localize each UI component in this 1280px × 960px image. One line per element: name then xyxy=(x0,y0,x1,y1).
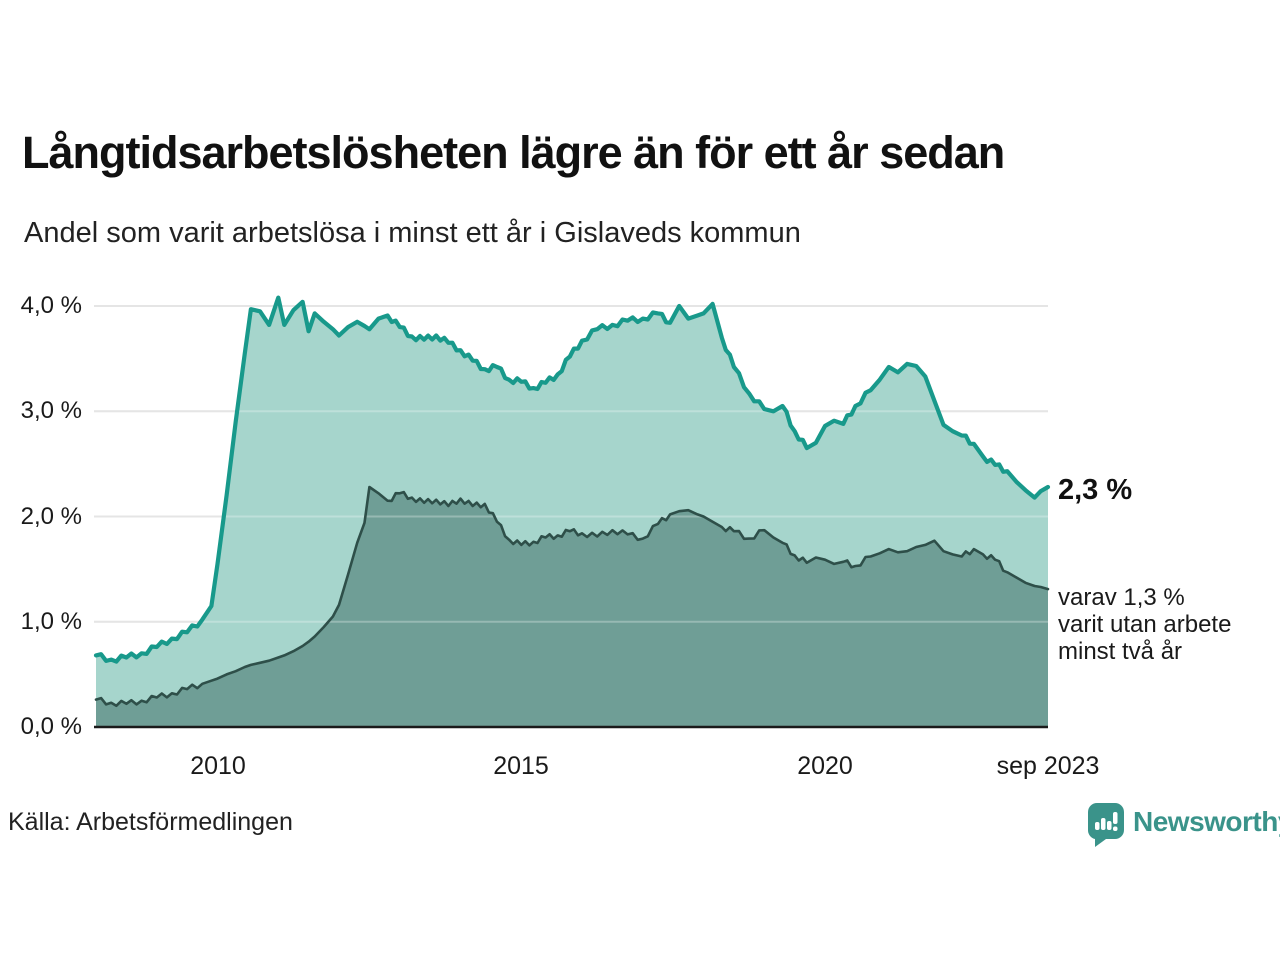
series2-end-note: varav 1,3 % varit utan arbete minst två … xyxy=(1058,584,1231,665)
y-tick-label: 0,0 % xyxy=(20,713,82,740)
x-tick-label: sep 2023 xyxy=(996,752,1100,780)
area-series-2 xyxy=(96,487,1048,727)
y-tick-label: 1,0 % xyxy=(20,607,82,635)
source-attribution: Källa: Arbetsförmedlingen xyxy=(8,808,293,836)
brand-logo: Newsworthy xyxy=(1088,803,1280,849)
page-title: Långtidsarbetslösheten lägre än för ett … xyxy=(22,127,1005,178)
x-tick-label: 2020 xyxy=(797,752,853,780)
series2-note-line1: varav 1,3 % xyxy=(1058,584,1185,611)
x-tick-label: 2010 xyxy=(190,752,246,780)
line-series-2 xyxy=(94,485,1050,708)
page-subtitle: Andel som varit arbetslösa i minst ett å… xyxy=(24,217,801,249)
series2-note-line3: minst två år xyxy=(1058,638,1183,665)
line-series-1 xyxy=(93,295,1051,664)
brand-name: Newsworthy xyxy=(1133,806,1280,837)
y-tick-label: 4,0 % xyxy=(20,292,82,319)
series2-note-line2: varit utan arbete xyxy=(1058,611,1232,638)
newsworthy-logo-icon xyxy=(1088,803,1124,847)
y-tick-label: 3,0 % xyxy=(20,397,82,425)
y-tick-label: 2,0 % xyxy=(20,502,82,530)
x-tick-label: 2015 xyxy=(493,752,549,780)
series1-end-value-label: 2,3 % xyxy=(1058,474,1133,506)
